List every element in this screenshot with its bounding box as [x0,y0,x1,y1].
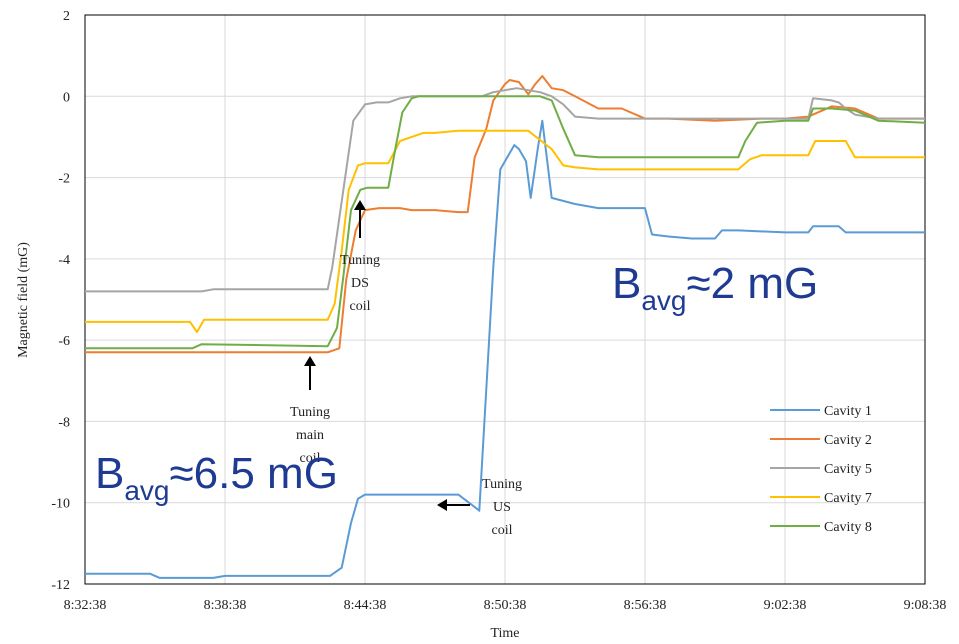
x-tick-label: 9:02:38 [764,598,807,613]
series-line-cavity-7 [85,129,925,333]
y-tick-label: 2 [63,9,70,24]
y-tick-label: -10 [51,497,70,512]
y-tick-label: -4 [58,253,70,268]
legend: Cavity 1 Cavity 2 Cavity 5 Cavity 7 Cavity 8 [770,404,872,535]
annotation-us-line2: US [493,500,511,515]
y-axis-title: Magnetic field (mG) [16,242,31,358]
x-tick-label: 8:56:38 [624,598,667,613]
annotation-tuning-us-coil: Tuning US coil [437,477,522,538]
series-lines [85,75,926,579]
bavg-6p5mg-base: B [95,449,124,498]
y-tick-label: -6 [58,334,70,349]
bavg-2mg-sub: avg [641,285,686,316]
series-line-cavity-8 [85,95,926,350]
plot-frame [84,14,926,585]
legend-label-cavity-2: Cavity 2 [824,433,872,448]
annotation-main-line3: coil [300,451,321,466]
legend-label-cavity-8: Cavity 8 [824,520,872,535]
x-tick-label: 9:08:38 [904,598,947,613]
y-tick-label: -12 [51,578,70,593]
bavg-2mg-rest: ≈2 mG [687,259,819,308]
legend-label-cavity-7: Cavity 7 [824,491,872,506]
x-axis-title: Time [490,626,519,641]
arrow-head-us-coil [437,499,447,511]
x-tick-label: 8:32:38 [64,598,107,613]
annotation-us-line1: Tuning [482,477,522,492]
legend-label-cavity-5: Cavity 5 [824,462,872,477]
annotation-tuning-ds-coil: Tuning DS coil [340,200,380,314]
bavg-6p5mg-rest: ≈6.5 mG [170,449,338,498]
arrow-head-main-coil [304,356,316,366]
annotation-tuning-main-coil: Tuning main coil [290,356,330,466]
bavg-label-6p5mg: Bavg≈6.5 mG [95,449,338,506]
x-tick-label: 8:38:38 [204,598,247,613]
x-tick-labels: 8:32:38 8:38:38 8:44:38 8:50:38 8:56:38 9:02:… [64,598,947,613]
y-tick-label: -8 [58,415,70,430]
bavg-2mg-base: B [612,259,641,308]
series-line-cavity-5 [85,87,925,293]
x-tick-label: 8:50:38 [484,598,527,613]
plot-border [84,14,926,585]
y-tick-label: -2 [58,172,70,187]
bavg-6p5mg-sub: avg [124,475,169,506]
annotation-ds-line2: DS [351,276,369,291]
annotation-ds-line3: coil [350,299,371,314]
arrow-head-ds-coil [354,200,366,210]
y-tick-label: 0 [63,90,70,105]
x-tick-label: 8:44:38 [344,598,387,613]
y-tick-labels: 2 0 -2 -4 -6 -8 -10 -12 [51,9,70,593]
bavg-label-2mg: Bavg≈2 mG [612,259,818,316]
annotation-us-line3: coil [492,523,513,538]
series-line-cavity-1 [85,119,925,579]
legend-label-cavity-1: Cavity 1 [824,404,872,419]
annotation-ds-line1: Tuning [340,253,380,268]
annotation-main-line1: Tuning [290,405,330,420]
annotation-main-line2: main [296,428,324,443]
